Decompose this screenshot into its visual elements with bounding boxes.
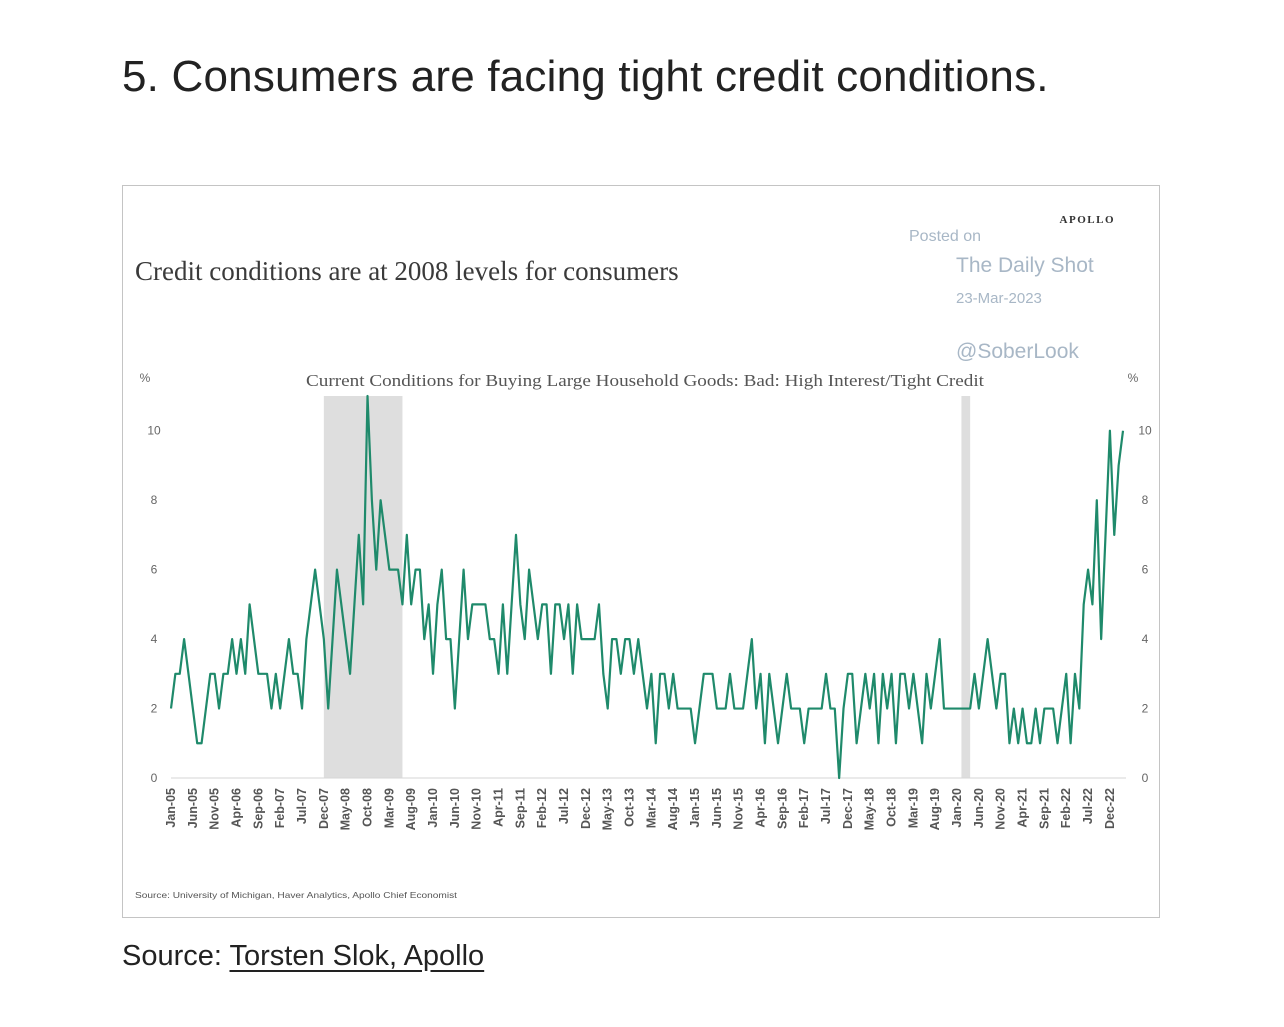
x-tick-label-40: Sep-21 <box>1037 788 1051 829</box>
x-tick-label-0: Jan-05 <box>164 788 178 828</box>
y-tick-left-6: 6 <box>151 563 158 577</box>
x-tick-label-42: Jul-22 <box>1081 788 1095 824</box>
x-tick-label-16: Sep-11 <box>513 788 527 828</box>
x-tick-label-26: Nov-15 <box>732 788 746 830</box>
x-tick-label-19: Dec-12 <box>579 788 593 829</box>
watermark-posted-on: Posted on <box>909 228 981 245</box>
x-tick-label-3: Apr-06 <box>230 788 244 828</box>
left-axis: 0 2 4 6 8 10 <box>147 424 161 785</box>
source-link[interactable]: Torsten Slok, Apollo <box>229 940 485 972</box>
chart-source-note: Source: University of Michigan, Haver An… <box>135 890 458 900</box>
recession-band-2 <box>961 396 971 778</box>
x-tick-label-1: Jun-05 <box>186 788 200 828</box>
watermark-publication: The Daily Shot <box>956 254 1094 277</box>
x-tick-label-31: Dec-17 <box>841 788 855 829</box>
x-tick-label-21: Oct-13 <box>623 788 637 827</box>
x-tick-label-22: Mar-14 <box>644 788 658 828</box>
x-tick-label-28: Sep-16 <box>775 788 789 829</box>
y-tick-right-4: 4 <box>1142 632 1149 646</box>
y-tick-right-8: 8 <box>1142 493 1149 507</box>
y-axis-label-right: % <box>1128 371 1139 385</box>
article-heading: 5. Consumers are facing tight credit con… <box>122 52 1049 101</box>
x-tick-label-25: Jun-15 <box>710 788 724 828</box>
series-line <box>169 394 1125 780</box>
x-tick-label-13: Jun-10 <box>448 788 462 828</box>
x-tick-label-24: Jan-15 <box>688 788 702 828</box>
x-tick-label-18: Jul-12 <box>557 788 571 824</box>
x-tick-label-33: Oct-18 <box>885 788 899 827</box>
x-tick-label-10: Mar-09 <box>382 788 396 828</box>
x-tick-label-30: Jul-17 <box>819 788 833 824</box>
brand-logo: APOLLO <box>1060 214 1115 226</box>
y-tick-left-4: 4 <box>151 632 158 646</box>
source-line: Source: Torsten Slok, Apollo <box>122 940 484 973</box>
x-tick-label-23: Aug-14 <box>666 788 680 830</box>
x-tick-label-9: Oct-08 <box>361 788 375 827</box>
x-tick-label-34: Mar-19 <box>906 788 920 828</box>
y-tick-left-10: 10 <box>147 424 161 438</box>
x-tick-label-38: Nov-20 <box>994 788 1008 830</box>
x-tick-label-15: Apr-11 <box>492 788 506 827</box>
chart-subtitle: Current Conditions for Buying Large Hous… <box>306 371 984 390</box>
x-tick-label-36: Jan-20 <box>950 788 964 828</box>
y-tick-left-2: 2 <box>151 702 158 716</box>
x-tick-label-8: May-08 <box>339 788 353 830</box>
chart-svg: 0 2 4 6 8 10 0 2 4 6 8 10 Jan-05 Jun-05 Nov-05 Apr-06… <box>135 214 1152 900</box>
x-tick-label-41: Feb-22 <box>1059 788 1073 828</box>
watermark-date: 23-Mar-2023 <box>956 290 1042 307</box>
x-tick-label-11: Aug-09 <box>404 788 418 830</box>
y-tick-right-6: 6 <box>1142 563 1149 577</box>
x-tick-label-32: May-18 <box>863 788 877 830</box>
right-axis: 0 2 4 6 8 10 <box>1138 424 1152 785</box>
y-tick-right-0: 0 <box>1142 771 1149 785</box>
x-tick-label-5: Feb-07 <box>273 788 287 828</box>
watermark-handle: @SoberLook <box>956 340 1079 363</box>
chart-title: Credit conditions are at 2008 levels for… <box>135 256 679 286</box>
x-tick-label-17: Feb-12 <box>535 788 549 828</box>
x-tick-labels: Jan-05 Jun-05 Nov-05 Apr-06 Sep-06 Feb-07 Jul-… <box>164 788 1117 830</box>
x-tick-label-14: Nov-10 <box>470 788 484 830</box>
y-tick-left-0: 0 <box>151 771 158 785</box>
x-tick-label-7: Dec-07 <box>317 788 331 829</box>
x-tick-label-12: Jan-10 <box>426 788 440 828</box>
source-prefix: Source: <box>122 940 230 972</box>
x-tick-label-37: Jun-20 <box>972 788 986 828</box>
x-tick-label-4: Sep-06 <box>251 788 265 829</box>
y-tick-right-10: 10 <box>1138 424 1152 438</box>
y-tick-left-8: 8 <box>151 493 158 507</box>
x-tick-label-29: Feb-17 <box>797 788 811 828</box>
y-tick-right-2: 2 <box>1142 702 1149 716</box>
x-tick-label-39: Apr-21 <box>1016 788 1030 828</box>
x-tick-label-20: May-13 <box>601 788 615 830</box>
x-tick-label-27: Apr-16 <box>754 788 768 828</box>
chart-image-frame: 0 2 4 6 8 10 0 2 4 6 8 10 Jan-05 Jun-05 Nov-05 Apr-06… <box>122 185 1160 918</box>
x-tick-label-2: Nov-05 <box>208 788 222 830</box>
x-tick-label-43: Dec-22 <box>1103 788 1117 829</box>
x-tick-label-35: Aug-19 <box>928 788 942 830</box>
y-axis-label-left: % <box>140 371 151 385</box>
x-tick-label-6: Jul-07 <box>295 788 309 824</box>
